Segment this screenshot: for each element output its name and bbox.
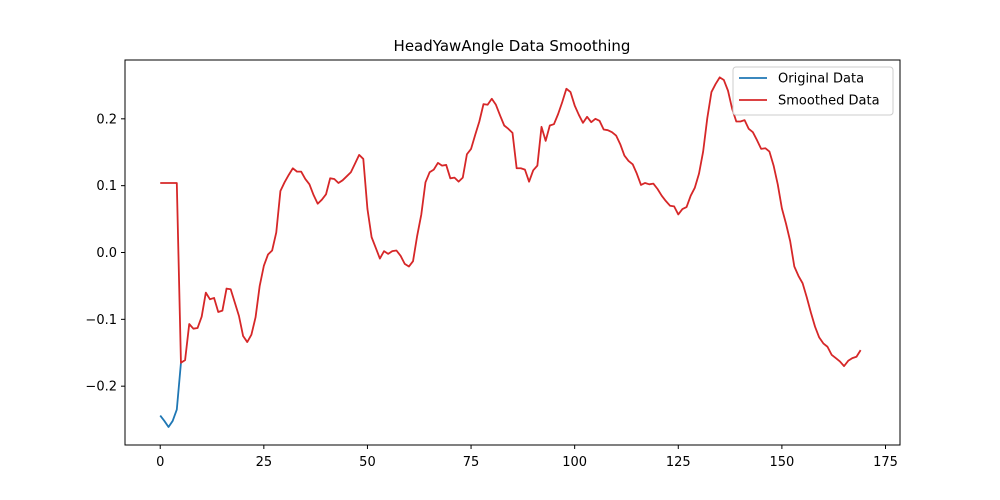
x-tick-label: 25 — [256, 455, 273, 470]
y-tick-label: −0.1 — [85, 313, 117, 328]
legend: Original Data Smoothed Data — [732, 66, 894, 116]
x-tick-label: 150 — [769, 455, 794, 470]
legend-label-smoothed: Smoothed Data — [778, 94, 880, 109]
smoothed-data-line — [160, 76, 862, 368]
y-tick-label: −0.2 — [85, 380, 117, 395]
original-data-line — [159, 362, 182, 428]
y-axis: −0.2 −0.1 0.0 0.1 0.2 — [85, 112, 125, 395]
chart-title: HeadYawAngle Data Smoothing — [394, 37, 631, 55]
x-tick-label: 0 — [156, 455, 164, 470]
x-tick-label: 75 — [463, 455, 480, 470]
x-tick-label: 175 — [873, 455, 898, 470]
y-tick-label: 0.0 — [96, 246, 117, 261]
x-tick-label: 125 — [666, 455, 691, 470]
legend-box — [732, 66, 894, 116]
y-tick-label: 0.2 — [96, 112, 117, 127]
x-tick-label: 100 — [562, 455, 587, 470]
x-axis: 0 25 50 75 100 125 150 175 — [156, 445, 898, 470]
y-tick-label: 0.1 — [96, 179, 117, 194]
x-tick-label: 50 — [359, 455, 376, 470]
legend-label-original: Original Data — [778, 72, 864, 87]
series-group — [159, 76, 862, 428]
